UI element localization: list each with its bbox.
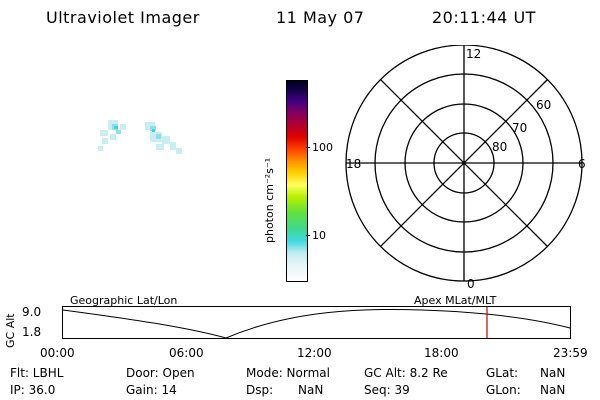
x-tick-0600: 06:00 bbox=[169, 346, 204, 360]
altitude-curve bbox=[62, 308, 571, 339]
time-label: 20:11:44 UT bbox=[432, 8, 536, 27]
lat-label-80: 80 bbox=[492, 140, 508, 154]
geographic-title: Geographic Lat/Lon bbox=[70, 294, 178, 307]
dsp-value: NaN bbox=[298, 383, 324, 397]
date-label: 11 May 07 bbox=[276, 8, 365, 27]
gc-alt-axis-label: GC Alt bbox=[4, 313, 17, 348]
colorbar-tick-mark bbox=[306, 147, 310, 148]
gc-alt-status: GC Alt: 8.2 Re bbox=[364, 366, 448, 380]
seq-status: Seq: 39 bbox=[364, 383, 410, 397]
colorbar-tick-100: 100 bbox=[312, 141, 333, 154]
glat-label: GLat: bbox=[486, 366, 519, 380]
colorbar-tick-10: 10 bbox=[312, 229, 326, 242]
lat-label-60: 60 bbox=[536, 98, 552, 112]
x-tick-2359: 23:59 bbox=[553, 346, 588, 360]
mlt-label-18: 18 bbox=[346, 157, 362, 171]
x-tick-1200: 12:00 bbox=[297, 346, 332, 360]
glon-label: GLon: bbox=[486, 383, 521, 397]
glat-value: NaN bbox=[540, 366, 566, 380]
ip-status: IP: 36.0 bbox=[10, 383, 56, 397]
filter-status: Flt: LBHL bbox=[10, 366, 64, 380]
gain-status: Gain: 14 bbox=[126, 383, 177, 397]
door-status: Door: Open bbox=[126, 366, 195, 380]
colorbar-unit-label: photon cm⁻²s⁻¹ bbox=[263, 157, 276, 243]
mlt-label-12: 12 bbox=[466, 47, 482, 61]
mode-status: Mode: Normal bbox=[246, 366, 330, 380]
polar-mlt-plot bbox=[345, 45, 583, 282]
instrument-title: Ultraviolet Imager bbox=[46, 8, 200, 27]
x-tick-0000: 00:00 bbox=[40, 346, 75, 360]
colorbar-tick-mark bbox=[306, 235, 310, 236]
auroral-image bbox=[98, 120, 182, 154]
glon-value: NaN bbox=[540, 383, 566, 397]
gc-alt-tick-low: 1.8 bbox=[22, 325, 42, 339]
colorbar bbox=[286, 80, 308, 282]
mlt-label-6: 6 bbox=[578, 157, 586, 171]
dsp-label: Dsp: bbox=[246, 383, 274, 397]
lat-label-70: 70 bbox=[512, 121, 528, 135]
mlt-label-0: 0 bbox=[467, 277, 475, 291]
x-tick-1800: 18:00 bbox=[424, 346, 459, 360]
orbit-altitude-plot bbox=[62, 306, 571, 339]
apex-title: Apex MLat/MLT bbox=[414, 294, 497, 307]
gc-alt-tick-high: 9.0 bbox=[22, 305, 42, 319]
polar-diagonal bbox=[380, 79, 548, 247]
